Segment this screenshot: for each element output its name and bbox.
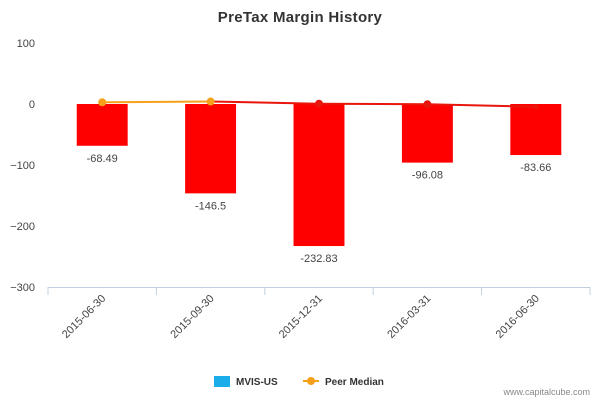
bar-series-mvis <box>76 104 562 247</box>
legend-label-peer-median[interactable]: Peer Median <box>325 377 384 388</box>
x-tick-label: 2016-03-31 <box>385 293 433 341</box>
y-tick-label: 100 <box>17 38 35 50</box>
peer-median-line-segment <box>102 100 211 104</box>
peer-median-point[interactable] <box>98 98 107 107</box>
credit-text: www.capitalcube.com <box>502 387 590 397</box>
peer-median-point[interactable] <box>533 104 539 110</box>
bar-data-label: -83.66 <box>520 162 551 174</box>
x-tick-label: 2016-06-30 <box>494 293 542 341</box>
bar-data-labels: -68.49 -146.5 -232.83 -96.08 -83.66 <box>87 153 552 265</box>
bar-data-label: -232.83 <box>300 253 337 265</box>
x-tick-label: 2015-09-30 <box>168 293 216 341</box>
y-tick-label: −200 <box>10 221 35 233</box>
y-tick-label: −100 <box>10 160 35 172</box>
legend-swatch-peer-marker <box>307 377 315 385</box>
x-tick-label: 2015-06-30 <box>60 293 108 341</box>
x-axis: 2015-06-30 2015-09-30 2015-12-31 2016-03-31… <box>47 287 591 341</box>
legend: MVIS-US Peer Median <box>214 376 384 388</box>
peer-median-point[interactable] <box>206 97 215 106</box>
peer-median-line-segment <box>427 103 536 108</box>
peer-median-line-segment <box>318 102 428 106</box>
bar[interactable] <box>510 104 562 156</box>
bar[interactable] <box>293 104 345 247</box>
bar[interactable] <box>401 104 453 163</box>
bar-data-label: -146.5 <box>195 200 226 212</box>
peer-median-line-segment <box>210 100 320 105</box>
bar-data-label: -96.08 <box>412 170 443 182</box>
y-axis-ticks: 100 0 −100 −200 −300 <box>10 38 35 294</box>
legend-label-mvis[interactable]: MVIS-US <box>236 377 278 388</box>
bar-data-label: -68.49 <box>87 153 118 165</box>
legend-swatch-mvis <box>214 376 230 387</box>
y-tick-label: 0 <box>29 99 35 111</box>
peer-median-point[interactable] <box>315 99 323 108</box>
x-tick-label: 2015-12-31 <box>277 293 325 341</box>
bar[interactable] <box>76 104 128 146</box>
peer-median-series <box>98 97 539 110</box>
y-tick-label: −300 <box>10 282 35 294</box>
chart-title: PreTax Margin History <box>218 9 383 26</box>
peer-median-point[interactable] <box>423 100 432 109</box>
bar[interactable] <box>185 104 237 194</box>
